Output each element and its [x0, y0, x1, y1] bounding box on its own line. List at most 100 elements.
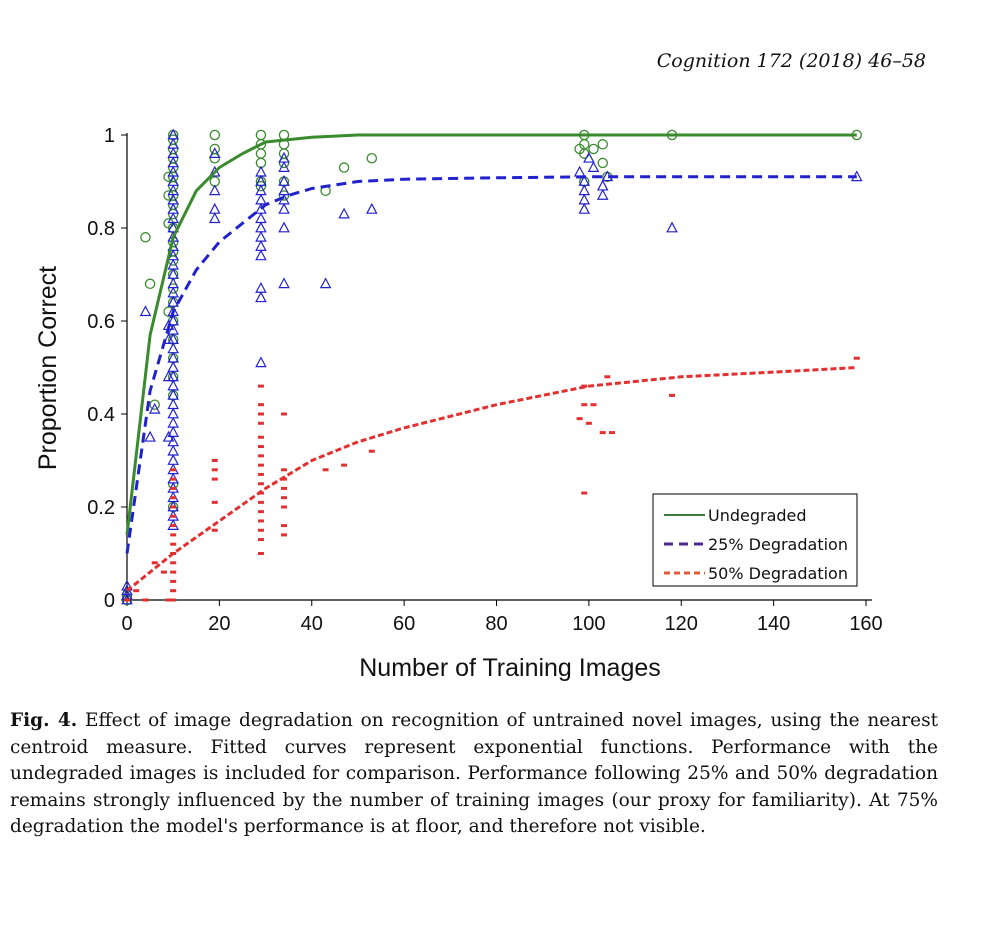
degradation-50-point: [160, 570, 167, 574]
degradation-50-point: [281, 477, 288, 481]
y-tick-label: 0.8: [87, 218, 115, 240]
journal-reference: Cognition 172 (2018) 46–58: [656, 50, 926, 72]
degradation-50-point: [211, 500, 218, 504]
undegraded-point: [255, 148, 267, 159]
undegraded-point: [366, 153, 378, 164]
degradation-50-point: [170, 570, 177, 574]
x-tick-label: 40: [301, 613, 323, 635]
degradation-50-point: [669, 393, 676, 397]
degradation-50-fit-curve: [126, 366, 857, 592]
degradation-50-point: [257, 519, 264, 523]
degradation-25-point: [208, 147, 221, 159]
degradation-50-point: [257, 421, 264, 425]
degradation-50-point: [322, 468, 329, 472]
degradation-25-point: [208, 212, 221, 224]
undegraded-point: [338, 162, 350, 173]
degradation-50-point: [170, 524, 177, 528]
degradation-50-point: [604, 375, 611, 379]
degradation-25-point: [319, 277, 332, 289]
degradation-50-point: [211, 468, 218, 472]
degradation-25-point: [144, 430, 156, 442]
degradation-25-point: [255, 165, 267, 177]
degradation-50-point: [257, 445, 264, 449]
degradation-50-point: [585, 421, 592, 425]
degradation-50-point: [170, 486, 177, 490]
degradation-50-point: [853, 356, 860, 360]
degradation-25-point: [578, 193, 591, 205]
undegraded-point: [167, 208, 179, 220]
undegraded-point: [597, 139, 608, 150]
undegraded-fit-curve: [125, 133, 857, 536]
degradation-25-point: [255, 193, 267, 205]
degradation-25-point: [255, 212, 267, 224]
degradation-50-point: [170, 542, 177, 546]
undegraded-point: [255, 180, 267, 192]
degradation-50-point: [257, 482, 264, 486]
degradation-25-point: [278, 277, 290, 289]
undegraded-point: [167, 283, 179, 294]
figure-caption: Fig. 4. Effect of image degradation on r…: [10, 708, 938, 841]
degradation-50-point: [281, 412, 288, 416]
degradation-50-point: [257, 500, 264, 504]
degradation-50-point: [608, 431, 615, 435]
chart-axes: 0 20 40 60 80 100 120 140 160 0 0.2 0.4 0.6 0.8 1: [87, 125, 883, 635]
degradation-25-point: [255, 230, 267, 242]
degradation-25-point: [255, 356, 267, 368]
degradation-50-point: [165, 598, 172, 602]
degradation-50-point: [257, 384, 264, 388]
y-axis-label: Proportion Correct: [34, 266, 62, 470]
chart-fit-curves: [125, 133, 857, 592]
caption-label: Fig. 4.: [10, 710, 78, 731]
degradation-50-point: [170, 468, 177, 472]
degradation-50-point: [257, 528, 264, 532]
undegraded-point: [209, 129, 221, 141]
degradation-50-point: [581, 403, 588, 407]
degradation-50-point: [576, 417, 583, 421]
y-tick-label: 0.4: [87, 404, 115, 426]
undegraded-point: [209, 153, 221, 164]
degradation-25-point: [596, 179, 609, 191]
degradation-50-point: [170, 496, 177, 500]
degradation-25-point: [167, 398, 179, 410]
degradation-50-point: [170, 561, 177, 565]
x-tick-label: 20: [208, 613, 230, 635]
x-tick-label: 80: [485, 613, 507, 635]
legend-box: [652, 493, 858, 587]
undegraded-point: [149, 399, 160, 410]
x-tick-label: 140: [757, 613, 790, 635]
y-tick-label: 1: [104, 125, 115, 147]
degradation-25-point: [587, 161, 600, 172]
chart-legend: Undegraded 25% Degradation 50% Degradation: [652, 493, 858, 587]
degradation-50-point: [281, 533, 288, 537]
y-tick-label: 0.2: [87, 497, 115, 519]
degradation-50-point: [257, 472, 264, 476]
degradation-25-point: [278, 161, 290, 172]
degradation-50-point: [368, 449, 375, 453]
degradation-50-point: [133, 589, 140, 593]
degradation-50-point: [590, 403, 597, 407]
degradation-50-point: [281, 468, 288, 472]
degradation-50-point: [257, 403, 264, 407]
degradation-25-point: [255, 249, 267, 261]
degradation-50-point: [257, 552, 264, 555]
degradation-50-point: [170, 579, 177, 583]
degradation-25-point: [255, 221, 267, 233]
degradation-50-point: [257, 510, 264, 514]
degradation-25-point: [167, 342, 179, 354]
degradation-25-point: [596, 188, 609, 200]
degradation-25-point: [148, 402, 161, 414]
degradation-25-point: [167, 407, 179, 419]
undegraded-point: [144, 278, 156, 290]
x-tick-label: 160: [849, 613, 882, 635]
degradation-25-point: [573, 165, 586, 177]
degradation-25-point: [208, 184, 221, 196]
legend-entry-undegraded-label: Undegraded: [708, 506, 807, 525]
degradation-50-point: [211, 459, 218, 462]
degradation-25-point: [578, 184, 591, 196]
degradation-25-point: [666, 221, 678, 233]
degradation-50-point: [581, 491, 588, 495]
degradation-25-point: [139, 305, 152, 317]
x-tick-label: 120: [665, 613, 698, 635]
undegraded-point: [597, 157, 608, 169]
degradation-25-fit-curve: [125, 175, 857, 554]
